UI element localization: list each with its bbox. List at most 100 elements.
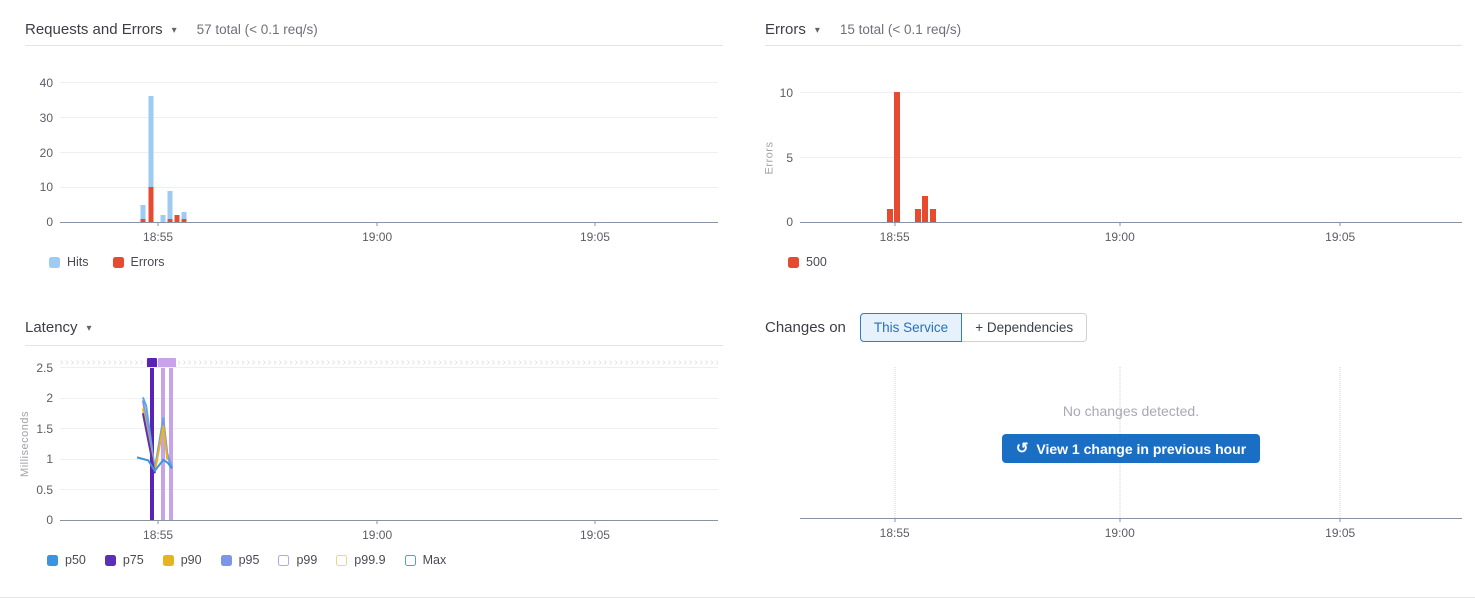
gridline xyxy=(800,157,1462,158)
legend-label: Max xyxy=(422,553,447,567)
legend-item-max[interactable]: Max xyxy=(404,553,447,567)
bar-errors xyxy=(174,215,180,222)
x-tickmark xyxy=(594,222,596,226)
legend-swatch xyxy=(278,554,290,566)
requests-y-axis: 0 10 20 30 40 xyxy=(25,76,53,229)
errors-legend: 500 xyxy=(788,255,827,269)
changes-timeline-plot[interactable]: No changes detected. ↺ View 1 change in … xyxy=(800,365,1462,522)
y-tick-label: 40 xyxy=(39,76,53,90)
errors-chart-plot[interactable] xyxy=(800,92,1462,226)
clipped-marker xyxy=(158,358,169,368)
y-tick-label: 0 xyxy=(46,215,53,229)
view-change-button[interactable]: ↺ View 1 change in previous hour xyxy=(1001,434,1261,463)
legend-item-errors[interactable]: Errors xyxy=(112,255,165,269)
legend-swatch xyxy=(220,554,232,566)
gridline xyxy=(60,398,718,399)
legend-item-p95[interactable]: p95 xyxy=(220,553,260,567)
panel-latency: Latency ▾ Milliseconds ›››››››››››››››››… xyxy=(19,310,723,596)
y-tick-label: 1 xyxy=(46,452,53,467)
errors-x-axis: 18:55 19:00 19:05 xyxy=(800,226,1462,244)
bar-errors xyxy=(181,218,187,222)
changes-empty-state: No changes detected. ↺ View 1 change in … xyxy=(800,403,1462,463)
legend-label: 500 xyxy=(806,255,827,269)
legend-item-p50[interactable]: p50 xyxy=(47,553,86,567)
x-tickmark xyxy=(376,520,378,524)
legend-swatch xyxy=(49,256,60,268)
y-tick-label: 10 xyxy=(39,180,53,195)
x-tick-label: 19:05 xyxy=(1325,526,1356,540)
y-tick-label: 1.5 xyxy=(36,421,53,436)
x-tick-label: 19:00 xyxy=(1104,526,1135,540)
x-tick-label: 19:00 xyxy=(1104,230,1135,244)
legend-swatch xyxy=(104,554,116,566)
bar-hits xyxy=(160,215,166,222)
x-tickmark xyxy=(376,222,378,226)
bar-500 xyxy=(930,209,937,222)
requests-chart-plot[interactable] xyxy=(60,82,718,226)
requests-x-axis: 18:55 19:00 19:05 xyxy=(60,226,718,244)
panel-errors: Errors ▾ 15 total (< 0.1 req/s) Errors 0… xyxy=(763,14,1462,300)
timeline-gridline xyxy=(1339,367,1341,518)
y-tick-label: 0.5 xyxy=(36,482,53,497)
x-tickmark xyxy=(894,518,896,522)
timeline-gridline xyxy=(894,367,896,518)
bar-errors xyxy=(140,218,146,222)
y-tick-label: 0 xyxy=(786,215,793,229)
x-tickmark xyxy=(894,222,896,226)
panel-title: Requests and Errors xyxy=(25,21,163,38)
legend-item-hits[interactable]: Hits xyxy=(49,255,89,269)
x-tick-label: 18:55 xyxy=(143,230,174,244)
panel-changes: Changes on This Service + Dependencies N… xyxy=(765,310,1462,596)
gridline xyxy=(800,92,1462,93)
x-tick-label: 19:05 xyxy=(579,230,610,244)
x-tickmark xyxy=(157,222,159,226)
toggle-dependencies[interactable]: + Dependencies xyxy=(961,312,1088,342)
x-tick-label: 18:55 xyxy=(879,230,910,244)
errors-dropdown[interactable]: Errors ▾ xyxy=(765,21,820,38)
changes-x-axis: 18:55 19:00 19:05 xyxy=(800,522,1462,540)
legend-label: p90 xyxy=(180,553,202,567)
bar-hits xyxy=(181,211,187,219)
gridline xyxy=(60,459,718,460)
y-tick-label: 5 xyxy=(786,150,793,165)
legend-label: p99.9 xyxy=(354,553,386,567)
legend-item-p75[interactable]: p75 xyxy=(104,553,144,567)
requests-legend: Hits Errors xyxy=(49,255,165,269)
latency-dropdown[interactable]: Latency ▾ xyxy=(25,319,92,336)
legend-label: p50 xyxy=(65,553,86,567)
x-tickmark xyxy=(594,520,596,524)
gridline xyxy=(60,117,718,118)
bar-hits xyxy=(148,96,154,187)
bar-hits xyxy=(140,204,146,219)
gridline xyxy=(60,489,718,490)
requests-panel-header: Requests and Errors ▾ 57 total (< 0.1 re… xyxy=(25,14,723,46)
errors-y-axis-label: Errors xyxy=(763,141,776,174)
legend-item-p90[interactable]: p90 xyxy=(162,553,202,567)
x-tickmark xyxy=(1339,518,1341,522)
bar-hits xyxy=(167,190,173,219)
errors-y-axis: 0 5 10 xyxy=(777,86,793,229)
latency-y-axis: 0 0.5 1 1.5 2 2.5 xyxy=(25,361,53,527)
gridline xyxy=(60,82,718,83)
caret-down-icon: ▾ xyxy=(171,25,177,36)
toggle-this-service[interactable]: This Service xyxy=(859,312,963,342)
page-divider xyxy=(0,597,1475,598)
legend-swatch xyxy=(112,256,124,268)
gridline xyxy=(60,187,718,188)
requests-and-errors-dropdown[interactable]: Requests and Errors ▾ xyxy=(25,21,177,38)
latency-chart-plot[interactable] xyxy=(60,367,718,524)
gridline xyxy=(60,367,718,368)
x-tickmark xyxy=(1119,518,1121,522)
legend-item-500[interactable]: 500 xyxy=(788,255,827,269)
panel-title: Errors xyxy=(765,21,806,38)
legend-item-p99[interactable]: p99 xyxy=(278,553,317,567)
legend-label: Errors xyxy=(130,255,165,269)
legend-item-p99-9[interactable]: p99.9 xyxy=(336,553,386,567)
x-tickmark xyxy=(1119,222,1121,226)
x-tickmark xyxy=(157,520,159,524)
legend-label: p95 xyxy=(238,553,260,567)
bar-errors xyxy=(148,187,154,222)
changes-panel-header: Changes on This Service + Dependencies xyxy=(765,310,1462,344)
clipped-latency-spike xyxy=(150,368,155,520)
